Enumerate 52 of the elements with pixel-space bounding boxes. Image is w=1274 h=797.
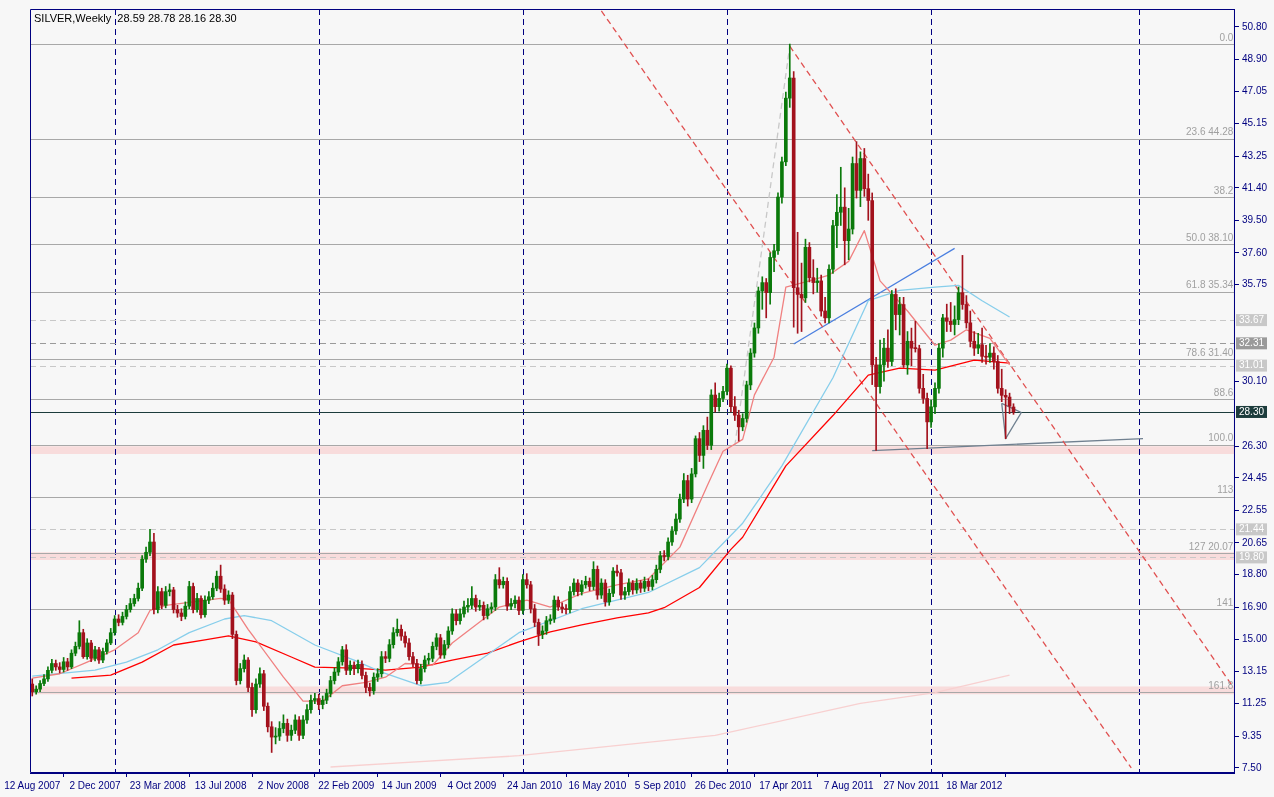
x-tick-label: 24 Jan 2010 xyxy=(507,779,563,791)
annotation: 141 xyxy=(1216,596,1234,608)
y-tick-label: 39.50 xyxy=(1241,214,1268,226)
x-tick-label: 17 Apr 2011 xyxy=(759,779,813,791)
x-tick-label: 12 Aug 2007 xyxy=(4,779,61,791)
y-tick-label: 41.40 xyxy=(1241,181,1268,193)
y-tick-label: 22.55 xyxy=(1241,504,1268,516)
y-tick-label: 16.90 xyxy=(1241,600,1268,612)
annotation: 23.6 44.28 xyxy=(1186,126,1234,138)
x-tick-label: 4 Oct 2009 xyxy=(447,779,497,791)
x-tick-label: 7 Aug 2011 xyxy=(823,779,875,791)
annotation: 28.30 xyxy=(1238,405,1265,417)
y-tick-label: 11.25 xyxy=(1241,697,1267,709)
annotation: 127 20.07 xyxy=(1188,540,1234,552)
annotation: 0.0 xyxy=(1219,31,1234,43)
x-tick-label: 27 Nov 2011 xyxy=(883,779,940,791)
annotation: 100.0 xyxy=(1208,432,1234,444)
annotation: 78.6 31.40 xyxy=(1186,346,1234,358)
y-tick-label: 43.25 xyxy=(1241,149,1268,161)
annotation: 88.6 xyxy=(1213,386,1234,398)
annotation: 61.8 35.34 xyxy=(1186,279,1234,291)
annotation: 38.2 xyxy=(1213,184,1234,196)
y-tick-label: 7.50 xyxy=(1241,761,1262,773)
x-tick-label: 5 Sep 2010 xyxy=(634,779,687,791)
x-tick-label: 23 Mar 2008 xyxy=(129,779,187,791)
x-tick-label: 18 Mar 2012 xyxy=(946,779,1003,791)
y-tick-label: 30.10 xyxy=(1241,374,1268,386)
y-tick-label: 26.30 xyxy=(1241,439,1268,451)
y-tick-label: 18.80 xyxy=(1241,568,1268,580)
x-tick-label: 13 Jul 2008 xyxy=(194,779,247,791)
x-tick-label: 16 May 2010 xyxy=(568,779,627,791)
y-tick-label: 37.60 xyxy=(1241,246,1268,258)
y-tick-label: 47.05 xyxy=(1241,84,1268,96)
annotation: 161.8 xyxy=(1208,679,1234,691)
x-tick-label: 2 Nov 2008 xyxy=(257,779,310,791)
y-tick-label: 50.80 xyxy=(1241,20,1268,32)
y-tick-label: 15.00 xyxy=(1241,633,1268,645)
annotation: 113 xyxy=(1217,484,1234,496)
x-tick-label: 2 Dec 2007 xyxy=(69,779,122,791)
y-tick-label: 45.15 xyxy=(1241,117,1268,129)
y-tick-label: 24.45 xyxy=(1241,471,1268,483)
y-tick-label: 13.15 xyxy=(1241,664,1268,676)
y-tick-label: 20.65 xyxy=(1241,536,1268,548)
y-tick-label: 48.90 xyxy=(1241,53,1268,65)
x-tick-label: 26 Dec 2010 xyxy=(694,779,752,791)
x-tick-label: 14 Jun 2009 xyxy=(381,779,437,791)
annotation: 50.0 38.10 xyxy=(1186,232,1234,244)
annotation: 32.31 xyxy=(1238,337,1265,349)
chart-title: SILVER,Weekly 28.59 28.78 28.16 28.30 xyxy=(34,11,237,24)
y-tick-label: 35.75 xyxy=(1241,278,1268,290)
y-tick-label: 9.35 xyxy=(1241,729,1262,741)
x-tick-label: 22 Feb 2009 xyxy=(318,779,375,791)
